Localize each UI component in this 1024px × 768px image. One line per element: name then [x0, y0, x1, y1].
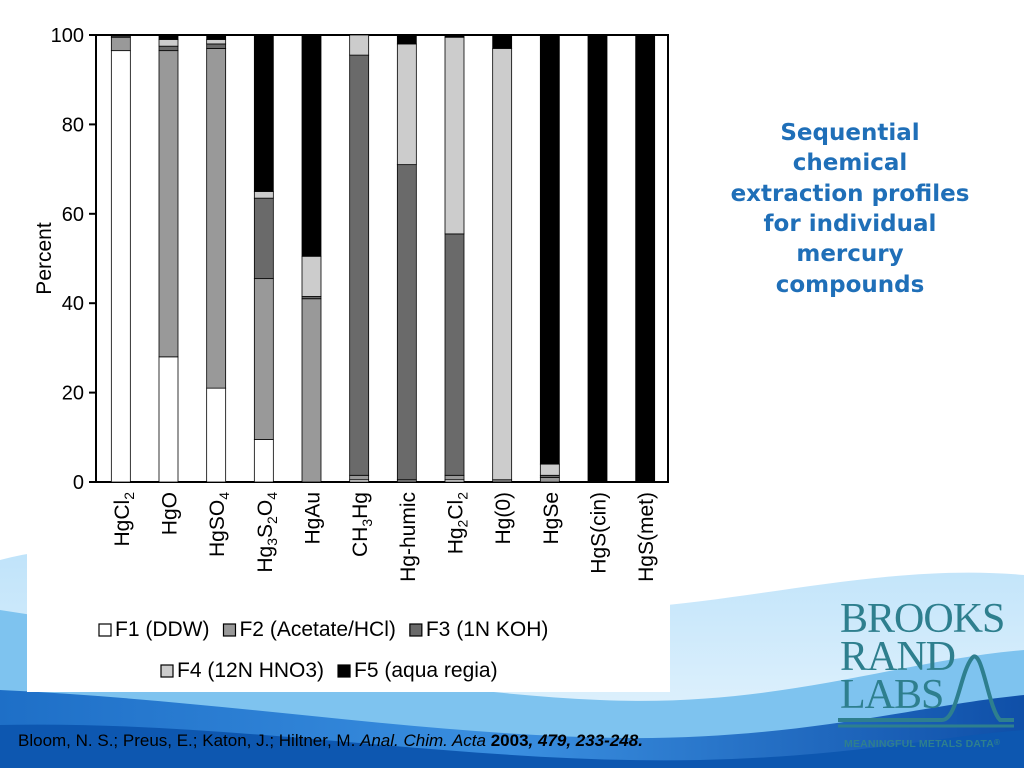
bar-segment-f4	[492, 48, 513, 481]
x-tick-label: HgSe	[540, 492, 563, 545]
logo-line-labs: LABS	[840, 672, 944, 718]
y-tick-label: 20	[62, 383, 84, 405]
slide-title-line: mercury	[796, 241, 904, 268]
bar-segment-f2	[444, 474, 465, 481]
bar-segment-f1	[253, 439, 274, 483]
x-tick-label: HgO	[159, 492, 182, 535]
y-tick-label: 60	[62, 204, 84, 226]
citation: Bloom, N. S.; Preus, E.; Katon, J.; Hilt…	[18, 731, 643, 751]
stacked-bar-chart: 0 20 40 60 80 100 Percent HgCl2 HgO HgSO4 Hg3S2O4…	[33, 25, 669, 682]
bar-segment-f5	[158, 34, 179, 40]
bar-segment-f4	[349, 34, 370, 56]
legend-swatch-f3	[409, 623, 423, 637]
x-tick-label: Hg2Cl2	[445, 492, 471, 555]
bar-segment-f5	[253, 34, 274, 192]
x-tick-label: Hg3S2O4	[254, 492, 280, 573]
bar-segment-f5	[110, 34, 131, 37]
bar-segment-f2	[301, 298, 322, 483]
x-tick-label: HgSO4	[206, 492, 232, 557]
logo-peak-icon	[838, 654, 1014, 728]
logo-line-brooks: BROOKS	[840, 596, 1005, 642]
chart-panel	[27, 0, 670, 692]
bar-segment-f1	[206, 387, 227, 483]
legend-label-f4: F4 (12N HNO3)	[177, 659, 324, 682]
bar-segment-f3	[444, 233, 465, 476]
logo-registered-mark: ®	[994, 738, 1001, 747]
slide-title-line: Sequential	[780, 120, 920, 146]
citation-volume-pages: , 479, 233-248.	[528, 731, 643, 750]
legend-swatch-f4	[160, 664, 174, 678]
y-axis-label: Percent	[33, 222, 56, 295]
bar-segment-f5	[539, 34, 560, 465]
bar-segment-f5	[492, 34, 513, 49]
legend-swatch-f2	[222, 623, 237, 637]
legend-swatch-f1	[98, 623, 112, 637]
bar-segment-f2	[253, 278, 274, 440]
bar-segment-f2	[539, 477, 560, 483]
bars	[110, 34, 656, 483]
bar-segment-f4	[444, 36, 465, 235]
bar-segment-f4	[158, 39, 179, 47]
slide-title-line: for individual	[763, 211, 937, 238]
bar-segment-f5	[635, 34, 656, 483]
legend-label-f3: F3 (1N KOH)	[426, 618, 549, 641]
bar-segment-f1	[158, 356, 179, 483]
bar-segment-f3	[158, 45, 179, 52]
logo-tagline-text: MEANINGFUL METALS DATA	[844, 738, 995, 750]
bar-segment-f5	[301, 34, 322, 257]
bar-segment-f5	[444, 34, 465, 38]
x-tick-label: HgCl2	[111, 492, 137, 547]
bar-segment-f4	[396, 43, 417, 166]
bar-segment-f3	[396, 164, 417, 481]
logo-tagline: MEANINGFUL METALS DATA®	[844, 738, 1000, 750]
x-tick-label: HgS(cin)	[588, 492, 611, 574]
brooks-rand-labs-logo: BROOKS RAND LABS MEANINGFUL METALS DATA®	[832, 598, 1018, 758]
y-axis: 0 20 40 60 80 100 Percent	[33, 25, 669, 494]
bar-segment-f5	[396, 34, 417, 45]
y-tick-label: 40	[62, 293, 84, 315]
citation-authors: Bloom, N. S.; Preus, E.; Katon, J.; Hilt…	[18, 731, 361, 750]
citation-journal: Anal. Chim. Acta	[360, 731, 486, 750]
bar-segment-f3	[349, 54, 370, 476]
bar-segment-f4	[253, 191, 274, 199]
y-tick-label: 0	[73, 472, 84, 494]
bar-segment-f3	[206, 43, 227, 49]
bar-segment-f1	[110, 50, 131, 483]
legend-label-f1: F1 (DDW)	[115, 618, 209, 641]
x-tick-label: CH3Hg	[349, 492, 375, 557]
bar-segment-f2	[349, 474, 370, 481]
slide-title-line: extraction profiles	[730, 180, 970, 207]
bar-segment-f2	[206, 48, 227, 389]
bar-segment-f5	[206, 34, 227, 40]
legend-swatch-f5	[337, 664, 351, 678]
bar-segment-f4	[301, 255, 322, 297]
legend-label-f2: F2 (Acetate/HCl)	[239, 618, 395, 641]
slide-title-line: chemical	[792, 150, 908, 177]
legend: F1 (DDW) F2 (Acetate/HCl) F3 (1N KOH) F4 (1…	[98, 618, 549, 682]
bar-segment-f5	[587, 34, 608, 483]
bar-segment-f4	[206, 39, 227, 45]
x-tick-label: Hg(0)	[492, 492, 515, 545]
x-axis-labels: HgCl2 HgO HgSO4 Hg3S2O4 HgAu CH3Hg Hg-humic Hg2…	[111, 492, 658, 582]
slide-title-line: compounds	[775, 271, 925, 298]
bar-segment-f4	[539, 463, 560, 476]
legend-label-f5: F5 (aqua regia)	[354, 659, 498, 682]
bar-segment-f2	[158, 50, 179, 358]
y-tick-label: 80	[62, 114, 84, 136]
citation-year: 2003	[486, 731, 529, 750]
plot-frame	[95, 34, 669, 483]
x-tick-label: Hg-humic	[397, 492, 420, 582]
bar-segment-f3	[253, 197, 274, 280]
y-tick-label: 100	[51, 25, 84, 47]
logo-line-rand: RAND	[840, 634, 956, 680]
slide-title: Sequential chemical extraction profiles for…	[712, 118, 988, 300]
bar-segment-f2	[110, 36, 131, 52]
x-tick-label: HgAu	[302, 492, 325, 545]
x-tick-label: HgS(met)	[635, 492, 658, 582]
